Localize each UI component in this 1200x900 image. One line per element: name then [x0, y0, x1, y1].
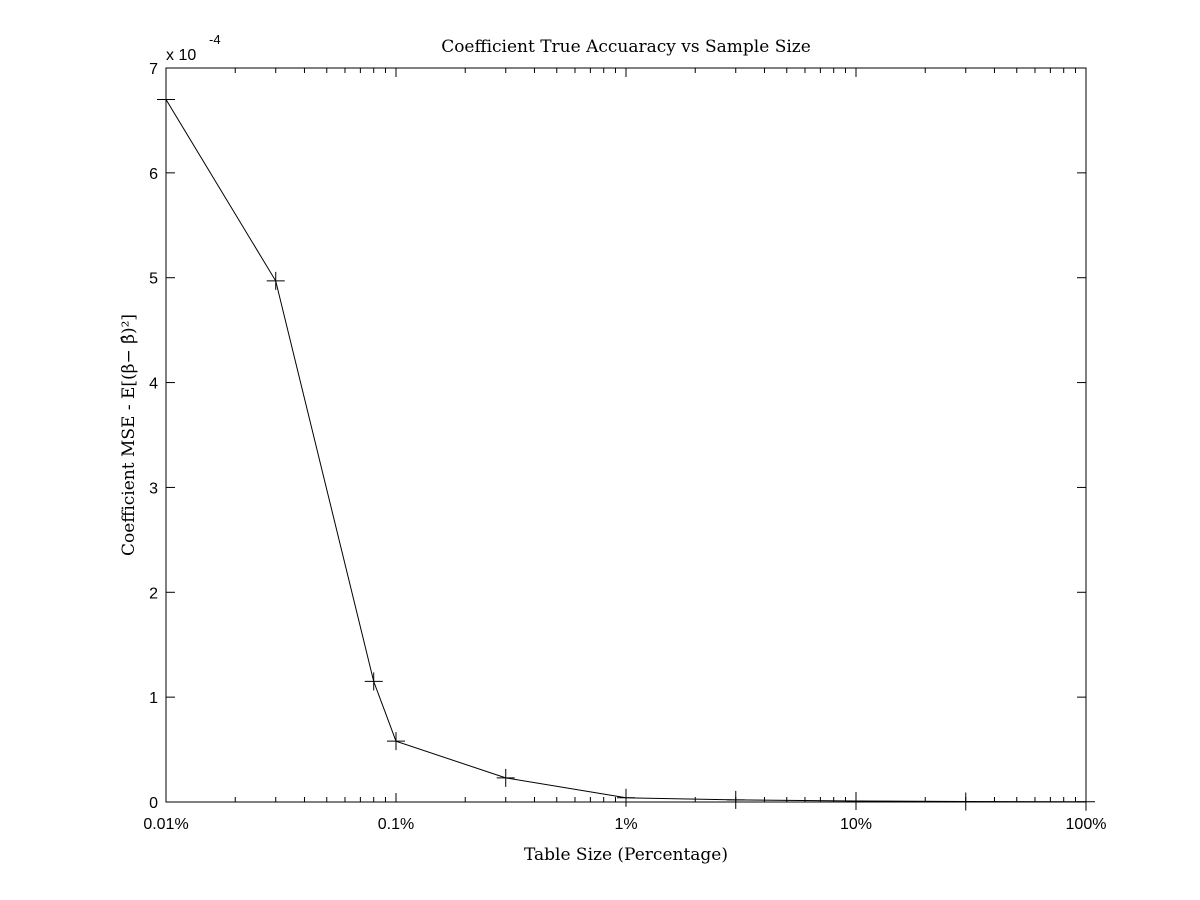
y-tick-label: 1: [149, 690, 158, 707]
y-tick-label: 0: [149, 795, 158, 812]
data-point: [266, 271, 285, 290]
series-line: [165, 99, 1087, 803]
axis-tick-labels: 0.01% 0.1% 1% 10% 100% 0 1 2 3 4 5 6 7: [143, 61, 1106, 833]
data-point: [496, 768, 515, 787]
y-tick-label: 7: [149, 61, 158, 78]
y-tick-label: 6: [149, 166, 158, 183]
x-tick-label: 1%: [614, 816, 637, 833]
axis-ticks: [165, 67, 1087, 803]
series-group: [157, 90, 1095, 811]
y-exponent-label: x 10: [166, 47, 196, 64]
x-axis-label: Table Size (Percentage): [524, 845, 728, 865]
y-exponent-power: -4: [209, 32, 221, 47]
data-point: [847, 791, 865, 810]
y-tick-label: 4: [149, 376, 158, 393]
x-tick-label: 0.1%: [378, 816, 414, 833]
plot-area: [165, 67, 1087, 803]
x-tick-label: 0.01%: [143, 816, 188, 833]
data-point: [387, 732, 405, 751]
data-point: [956, 792, 975, 811]
data-point: [1077, 792, 1095, 811]
chart-title: Coefficient True Accuaracy vs Sample Siz…: [441, 37, 811, 57]
y-tick-label: 3: [149, 480, 158, 497]
data-point: [726, 790, 745, 809]
x-tick-label: 100%: [1066, 816, 1107, 833]
y-axis-label: Coefficient MSE - E[(β− β̂)²]: [119, 314, 139, 556]
data-point: [617, 788, 635, 807]
y-tick-label: 2: [149, 585, 158, 602]
data-point: [157, 90, 175, 109]
x-tick-label: 10%: [840, 816, 872, 833]
data-point: [364, 672, 383, 691]
y-tick-label: 5: [149, 271, 158, 288]
